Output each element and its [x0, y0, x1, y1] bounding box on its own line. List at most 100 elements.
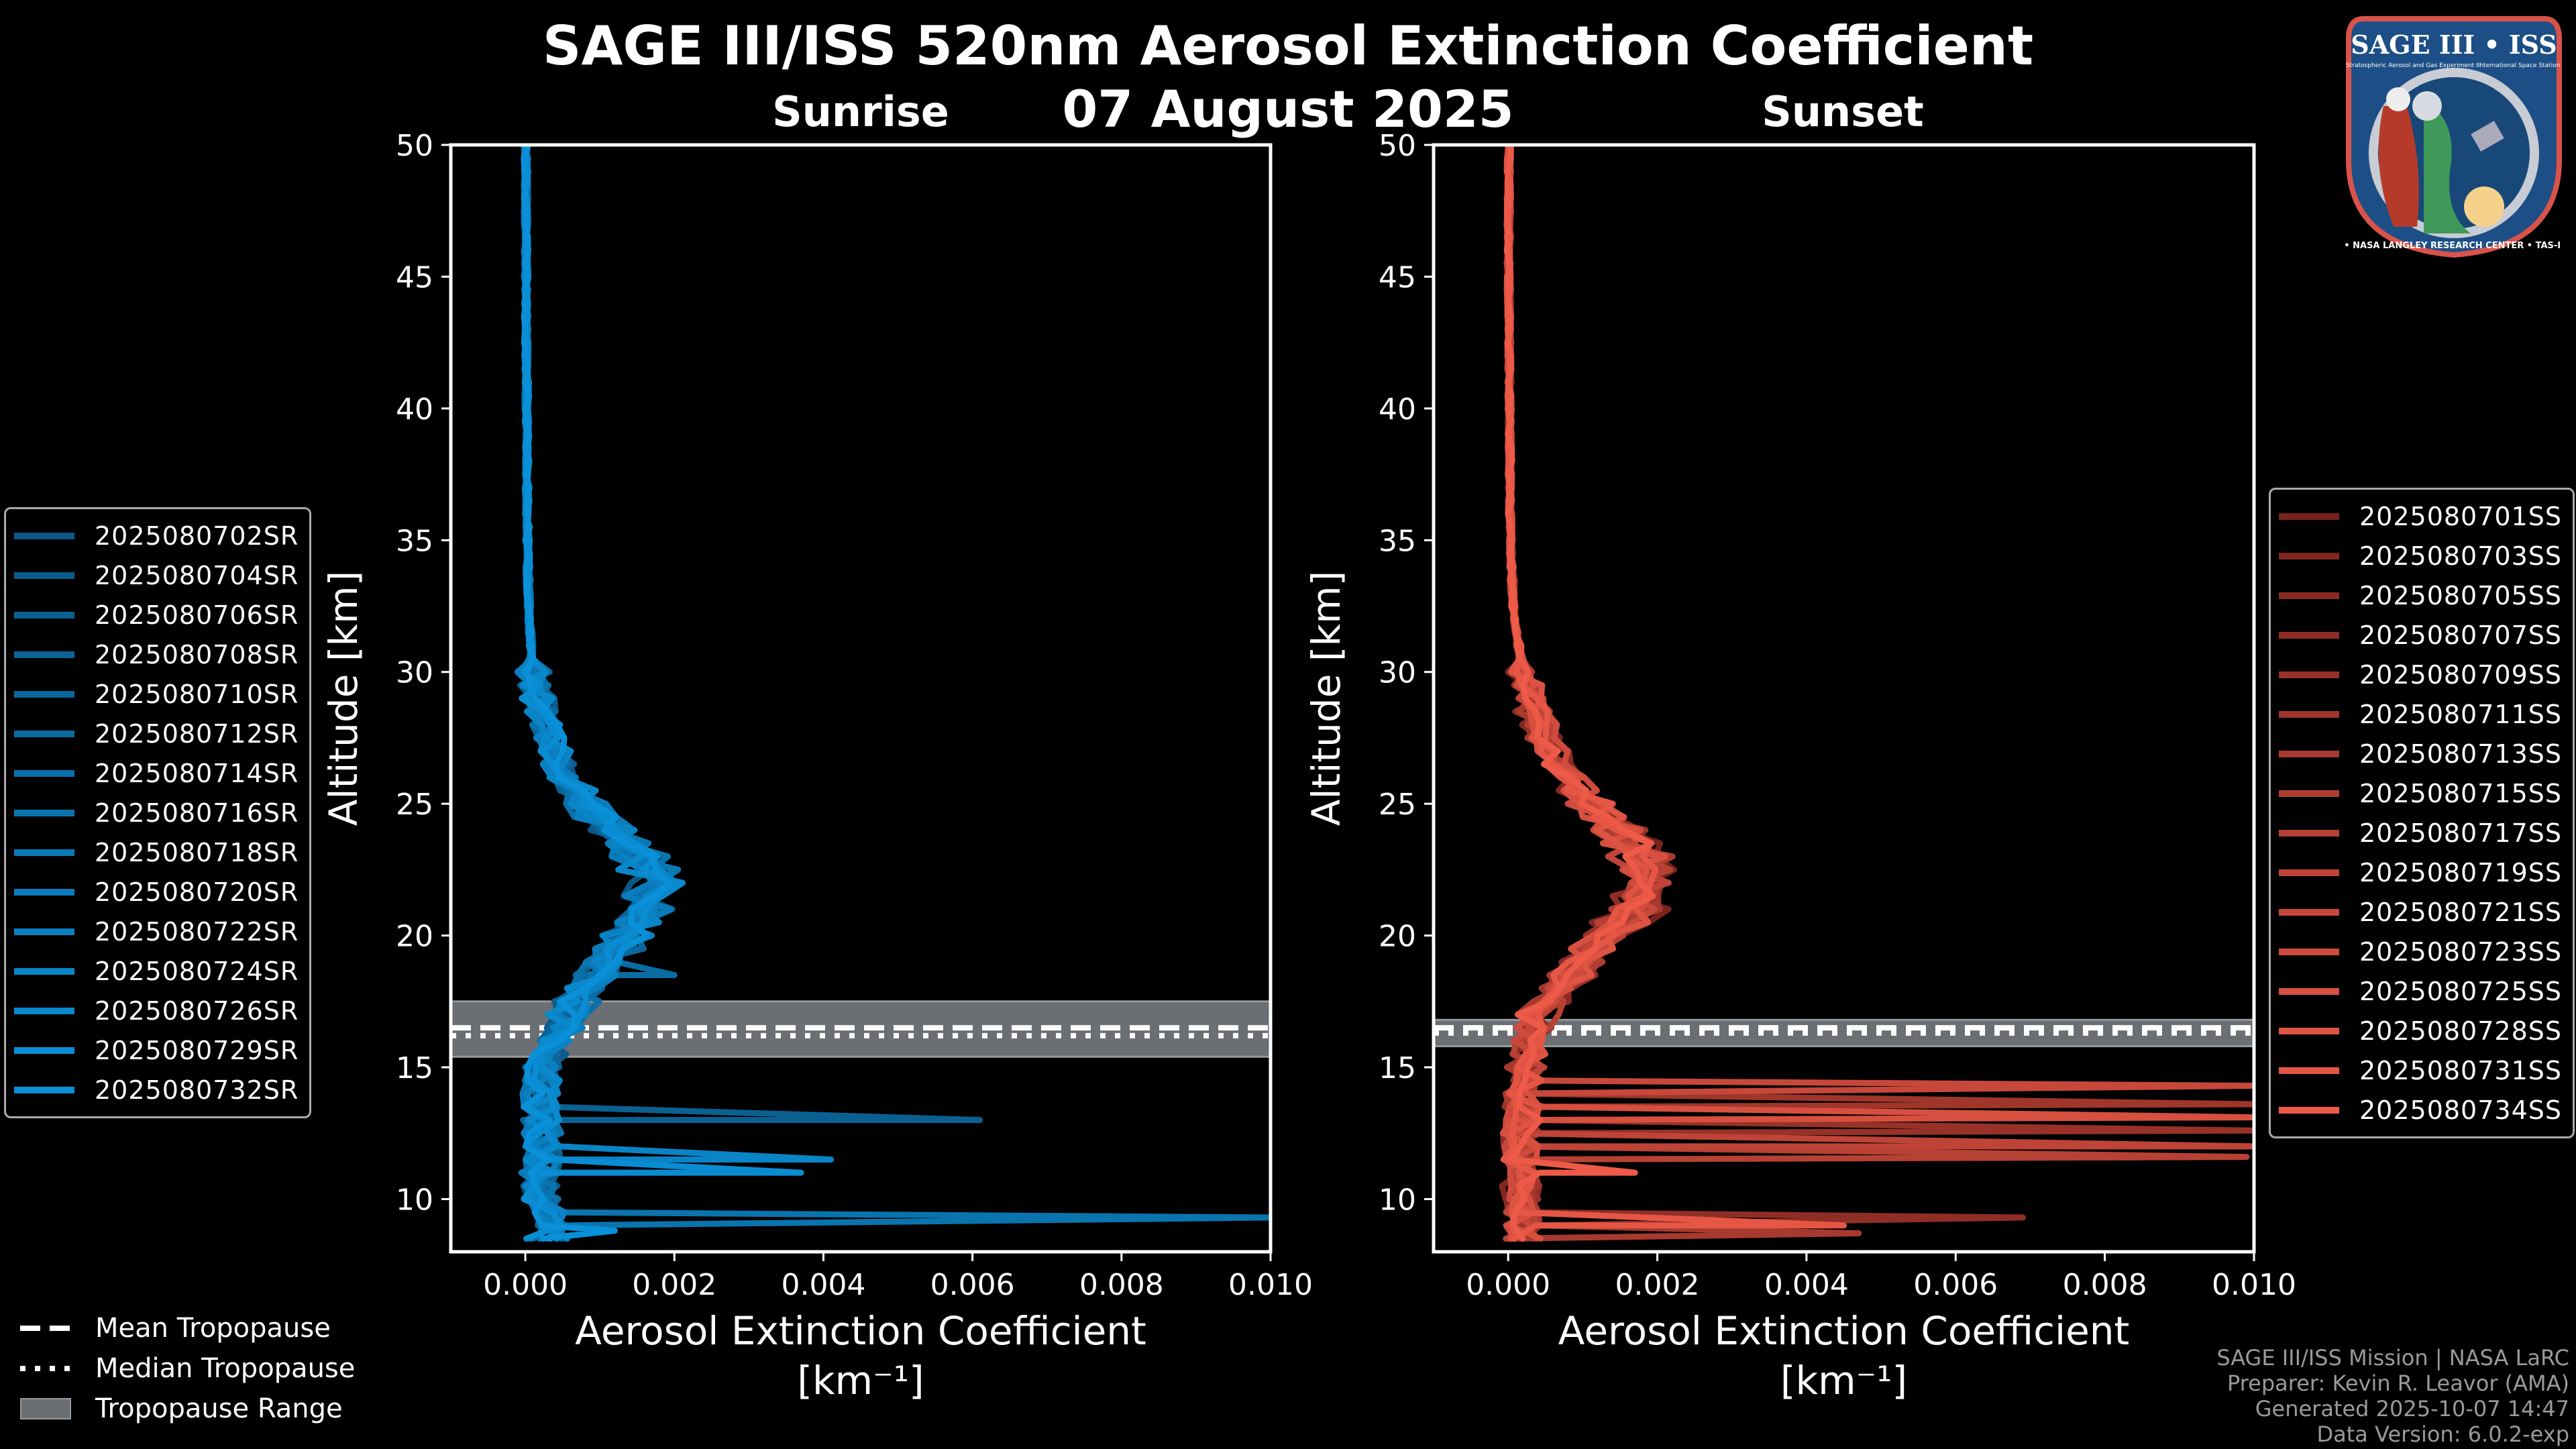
legend-swatch-icon	[14, 532, 74, 539]
x-tick-label: 0.010	[1228, 1268, 1313, 1302]
axes-frame	[449, 143, 1273, 1254]
footer-credits: SAGE III/ISS Mission | NASA LaRC Prepare…	[2216, 1345, 2569, 1447]
y-tick-label: 20	[1379, 920, 1416, 954]
x-tick-label: 0.008	[1079, 1268, 1164, 1302]
y-tick-label: 25	[1379, 788, 1416, 822]
legend-item: 2025080728SS	[2279, 1011, 2562, 1051]
legend-swatch-icon	[2279, 592, 2339, 599]
legend-label: 2025080732SR	[95, 1075, 299, 1105]
y-tick-label: 35	[1379, 524, 1416, 558]
series-line-2025080734SS	[1503, 145, 1656, 1242]
sunrise-panel-title: Sunrise	[772, 87, 949, 136]
range-band-icon	[20, 1398, 71, 1419]
legend-swatch-icon	[2279, 908, 2339, 916]
series-line-2025080731SS	[1500, 145, 1847, 1242]
legend-label: 2025080718SR	[95, 837, 299, 867]
legend-label: 2025080708SR	[95, 639, 299, 669]
axes-frame	[1432, 143, 2256, 1254]
y-tick-label: 25	[396, 788, 433, 822]
y-tick-label: 30	[396, 656, 433, 690]
legend-swatch-icon	[14, 809, 74, 816]
series-group	[1499, 145, 2254, 1242]
legend-label: 2025080717SS	[2359, 818, 2563, 848]
legend-swatch-icon	[2279, 948, 2339, 955]
legend-label: 2025080734SS	[2359, 1095, 2563, 1125]
legend-tropopause-range: Tropopause Range	[20, 1389, 355, 1429]
legend-swatch-icon	[14, 730, 74, 737]
footer-generated: Generated 2025-10-07 14:47	[2255, 1396, 2569, 1421]
legend-swatch-icon	[14, 1086, 74, 1093]
legend-label: 2025080713SS	[2359, 739, 2563, 769]
legend-item: 2025080729SR	[14, 1030, 299, 1070]
legend-median-tropopause: Median Tropopause	[20, 1348, 355, 1389]
y-tick-label: 20	[396, 920, 433, 954]
legend-item: 2025080723SS	[2279, 932, 2562, 971]
series-line-2025080711SS	[1503, 145, 2254, 1242]
legend-label: 2025080715SS	[2359, 778, 2563, 808]
legend-label: 2025080725SS	[2359, 976, 2563, 1006]
x-axis-units: [km⁻¹]	[797, 1358, 924, 1403]
legend-item: 2025080704SR	[14, 555, 299, 595]
dotted-line-icon	[20, 1364, 71, 1373]
legend-item: 2025080726SR	[14, 991, 299, 1030]
chart-date: 07 August 2025	[1062, 79, 1514, 139]
x-tick-label: 0.000	[1466, 1268, 1550, 1302]
legend-label: 2025080716SR	[95, 798, 299, 828]
legend-swatch-icon	[2279, 552, 2339, 559]
y-axis-label: Altitude [km]	[321, 571, 366, 826]
dashed-line-icon	[20, 1324, 71, 1333]
series-line-2025080709SS	[1501, 145, 2254, 1242]
legend-item: 2025080711SS	[2279, 694, 2562, 734]
legend-label: 2025080703SS	[2359, 541, 2563, 571]
series-line-2025080724SR	[521, 145, 835, 1242]
logo-title: SAGE III • ISS	[2351, 30, 2557, 60]
legend-label: 2025080705SS	[2359, 580, 2563, 610]
tropopause-legend: Mean Tropopause Median Tropopause Tropop…	[20, 1308, 355, 1429]
legend-swatch-icon	[14, 849, 74, 856]
legend-label: 2025080723SS	[2359, 936, 2563, 967]
legend-swatch-icon	[14, 1046, 74, 1054]
legend-label: 2025080712SR	[95, 718, 299, 749]
legend-item: 2025080709SS	[2279, 655, 2562, 694]
legend-swatch-icon	[2279, 790, 2339, 797]
legend-item: 2025080712SR	[14, 714, 299, 753]
legend-swatch-icon	[2279, 1027, 2339, 1034]
legend-item: 2025080707SS	[2279, 615, 2562, 655]
series-line-2025080706SR	[519, 145, 983, 1242]
legend-swatch-icon	[14, 928, 74, 935]
legend-label: 2025080720SR	[95, 877, 299, 907]
series-group	[514, 145, 1271, 1242]
legend-label: 2025080702SR	[95, 521, 299, 551]
legend-swatch-icon	[14, 611, 74, 619]
legend-item: 2025080715SS	[2279, 773, 2562, 813]
x-axis-label: Aerosol Extinction Coefficient	[1558, 1308, 2130, 1354]
x-tick-label: 0.006	[930, 1268, 1015, 1302]
legend-swatch-icon	[2279, 750, 2339, 757]
legend-item: 2025080721SS	[2279, 892, 2562, 932]
series-line-2025080721SS	[1501, 145, 2254, 1242]
x-tick-label: 0.008	[2063, 1268, 2147, 1302]
legend-swatch-icon	[14, 651, 74, 658]
legend-item: 2025080708SR	[14, 635, 299, 674]
legend-swatch-icon	[2279, 987, 2339, 995]
footer-mission: SAGE III/ISS Mission | NASA LaRC	[2216, 1345, 2569, 1371]
x-tick-label: 0.010	[2212, 1268, 2296, 1302]
sunset-panel: 0.000 0.002 0.004 0.006 0.008 0.010 10 15 20 25 30…	[1303, 129, 2296, 1403]
series-line-2025080729SR	[519, 145, 804, 1242]
legend-swatch-icon	[2279, 671, 2339, 678]
legend-mean-tropopause: Mean Tropopause	[20, 1308, 355, 1348]
y-tick-label: 15	[396, 1051, 433, 1085]
legend-label: Median Tropopause	[95, 1353, 356, 1384]
legend-item: 2025080725SS	[2279, 971, 2562, 1011]
x-tick-label: 0.000	[483, 1268, 568, 1302]
legend-label: 2025080701SS	[2359, 501, 2563, 531]
series-line-2025080713SS	[1502, 145, 1862, 1242]
series-line-2025080716SR	[520, 145, 1271, 1242]
legend-swatch-icon	[2279, 710, 2339, 718]
legend-swatch-icon	[2279, 829, 2339, 837]
x-axis-units: [km⁻¹]	[1780, 1358, 1907, 1403]
legend-swatch-icon	[2279, 869, 2339, 876]
legend-item: 2025080713SS	[2279, 734, 2562, 773]
legend-label: 2025080721SS	[2359, 897, 2563, 927]
